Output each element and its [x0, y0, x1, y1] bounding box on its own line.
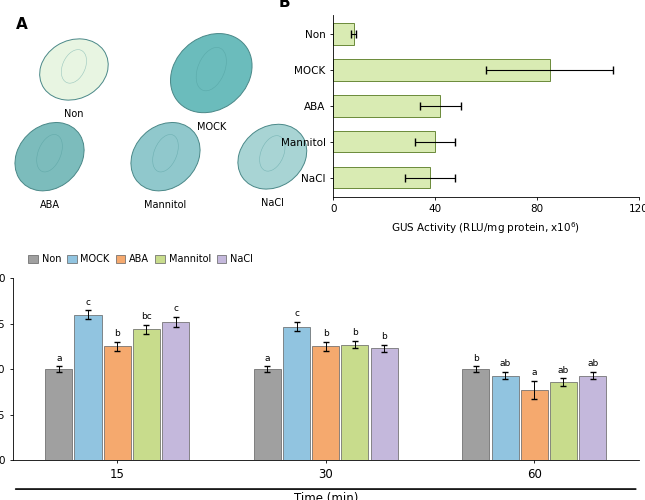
Text: c: c — [173, 304, 178, 313]
Bar — [341, 344, 368, 460]
Text: bc: bc — [141, 312, 152, 321]
Bar — [312, 346, 339, 460]
Bar — [74, 314, 101, 460]
Text: MOCK: MOCK — [197, 122, 226, 132]
Text: Mannitol: Mannitol — [144, 200, 186, 210]
Text: a: a — [56, 354, 61, 363]
Bar — [550, 382, 577, 460]
Ellipse shape — [15, 122, 84, 191]
Bar — [462, 369, 490, 460]
Ellipse shape — [238, 124, 307, 189]
Text: ab: ab — [499, 360, 511, 368]
Text: ABA: ABA — [39, 200, 59, 210]
Text: a: a — [531, 368, 537, 378]
Bar — [333, 131, 435, 152]
Ellipse shape — [153, 134, 178, 172]
Text: c: c — [86, 298, 90, 306]
Text: Non: Non — [64, 110, 84, 120]
Ellipse shape — [259, 136, 285, 171]
Bar — [371, 348, 398, 460]
Bar — [104, 346, 131, 460]
Bar — [333, 167, 430, 188]
Bar — [162, 322, 189, 460]
Ellipse shape — [40, 39, 108, 100]
Text: NaCl: NaCl — [261, 198, 284, 208]
Bar — [133, 329, 160, 460]
Ellipse shape — [37, 134, 63, 172]
Text: B: B — [279, 0, 290, 10]
Text: c: c — [294, 310, 299, 318]
Bar — [333, 24, 353, 45]
Bar — [283, 326, 310, 460]
Bar — [491, 376, 519, 460]
X-axis label: Time (min): Time (min) — [293, 492, 358, 500]
Bar — [253, 369, 281, 460]
Legend: Non, MOCK, ABA, Mannitol, NaCl: Non, MOCK, ABA, Mannitol, NaCl — [24, 250, 257, 268]
Bar — [521, 390, 548, 460]
Text: b: b — [352, 328, 358, 338]
Ellipse shape — [170, 34, 252, 112]
Text: ab: ab — [587, 360, 599, 368]
Text: a: a — [264, 354, 270, 363]
X-axis label: GUS Activity (RLU/mg protein, x10$^6$): GUS Activity (RLU/mg protein, x10$^6$) — [392, 220, 580, 236]
Text: b: b — [473, 354, 479, 363]
Text: b: b — [114, 330, 120, 338]
Text: ab: ab — [558, 366, 569, 374]
Text: b: b — [323, 330, 328, 338]
Ellipse shape — [131, 122, 200, 191]
Bar — [333, 95, 440, 116]
Ellipse shape — [61, 50, 86, 83]
Text: A: A — [16, 17, 28, 32]
Text: b: b — [381, 332, 387, 341]
Bar — [45, 369, 72, 460]
Ellipse shape — [196, 48, 226, 91]
Bar — [333, 59, 550, 80]
Bar — [579, 376, 606, 460]
